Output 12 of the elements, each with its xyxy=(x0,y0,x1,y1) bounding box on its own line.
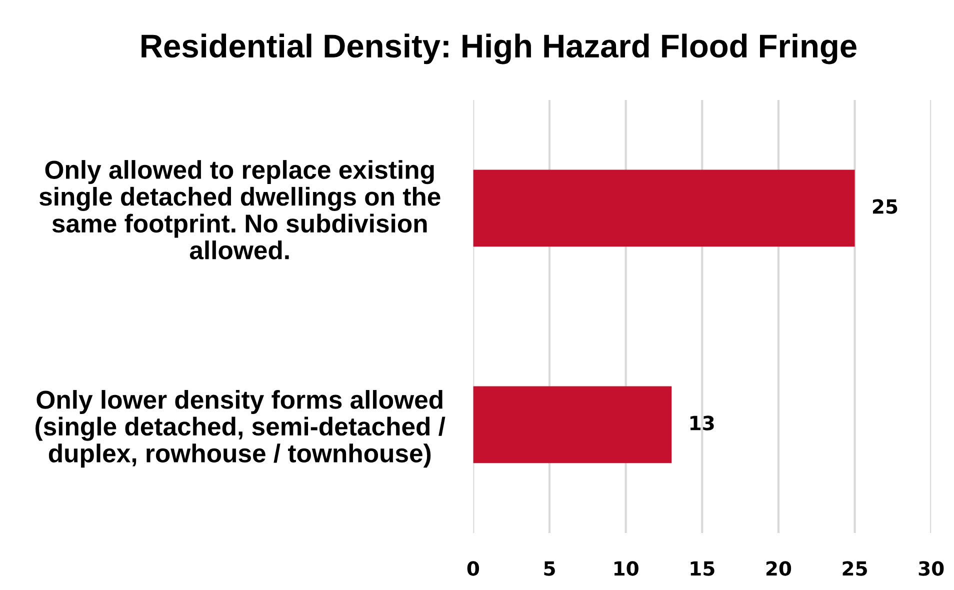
y-tick-label: Only lower density forms allowed (single detached, semi-detached / duplex, rowhouse / townhouse) xyxy=(36,390,446,468)
x-tick-label: 5 xyxy=(544,561,555,576)
x-tick-label: 20 xyxy=(766,561,792,576)
x-tick-label: 15 xyxy=(690,561,714,576)
y-tick-label: Only allowed to replace existing single detached dwellings on the same footprint. No subdivision allowed. xyxy=(39,160,440,260)
data-label: 25 xyxy=(872,199,898,214)
x-tick-label: 0 xyxy=(467,561,480,576)
data-label: 13 xyxy=(690,416,714,430)
x-tick-label: 30 xyxy=(918,561,944,576)
x-tick-label: 25 xyxy=(842,561,867,576)
x-tick-label: 10 xyxy=(614,561,638,576)
chart-title: Residential Density: High Hazard Flood Fringe xyxy=(142,34,856,64)
